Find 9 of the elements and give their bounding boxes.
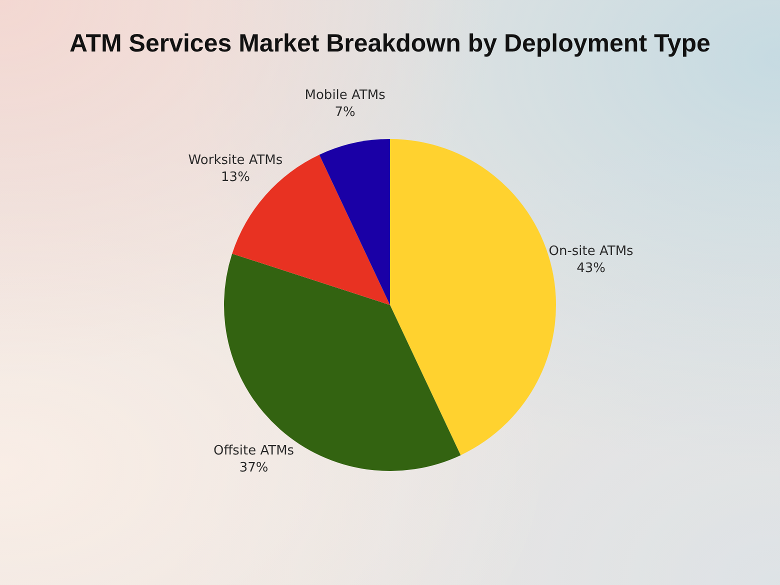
slice-label: Worksite ATMs xyxy=(188,152,283,168)
slice-label: On-site ATMs xyxy=(548,244,634,260)
slice-label: Offsite ATMs xyxy=(213,444,294,459)
chart-title: ATM Services Market Breakdown by Deployment Type xyxy=(70,30,711,58)
slice-label: Mobile ATMs xyxy=(304,88,386,103)
data-label: 7% xyxy=(334,104,356,120)
data-label: 13% xyxy=(221,170,250,185)
data-label: 37% xyxy=(239,460,268,476)
data-label: 43% xyxy=(576,261,606,276)
